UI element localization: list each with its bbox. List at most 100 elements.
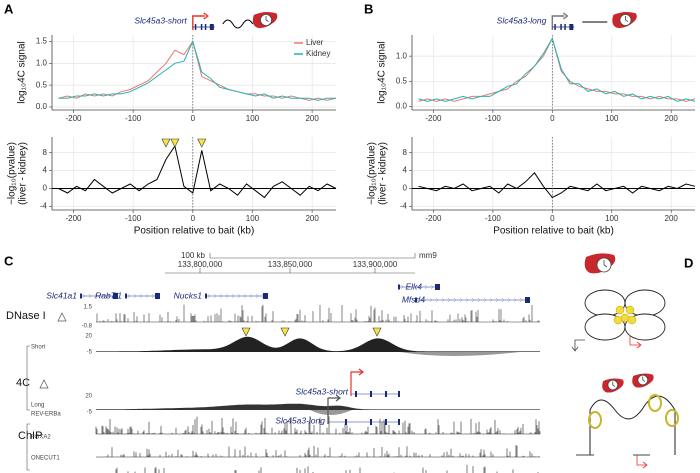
y-axis-label: (liver - kidney)	[18, 142, 29, 205]
gene-strand	[106, 293, 110, 299]
gene-arrow	[629, 335, 642, 349]
tss-arrowhead	[562, 12, 569, 20]
y-tick-label: 1.0	[396, 51, 408, 60]
y-tick-label: 0.5	[396, 76, 408, 85]
series-line	[58, 40, 336, 101]
dnase-signal	[96, 304, 540, 323]
exon	[209, 24, 214, 30]
exon	[385, 419, 387, 425]
factor-label: REV-ERBa	[31, 412, 61, 418]
gene-label: Nucks1	[174, 290, 203, 300]
gene-strand	[471, 297, 475, 303]
x-axis-label: Position relative to bait (kb)	[493, 226, 614, 237]
exon	[554, 24, 556, 30]
gene-label: Rab7l1	[95, 290, 122, 300]
peak-marker	[372, 327, 382, 337]
tf-ring	[648, 394, 662, 412]
x-tick-label: -100	[485, 214, 502, 223]
long-4c	[96, 403, 540, 410]
exon	[398, 284, 400, 290]
gene-strand	[465, 297, 469, 303]
gene-strand	[249, 293, 253, 299]
exon	[564, 24, 566, 30]
triangle-icon	[57, 312, 67, 322]
y-tick-label: -4	[400, 202, 408, 211]
chip-signal	[96, 445, 540, 458]
exon	[560, 24, 562, 30]
gene-strand	[430, 284, 434, 290]
gene-strand	[207, 293, 211, 299]
exon	[205, 293, 207, 299]
x-tick-label: 100	[605, 214, 619, 223]
gene-strand	[423, 297, 427, 303]
factor-label: FOXA2	[31, 435, 51, 441]
exon	[263, 293, 268, 299]
gene-strand	[501, 297, 505, 303]
y-tick-label: 0	[403, 184, 408, 193]
exon	[125, 293, 127, 299]
track-label: ChIP	[18, 430, 42, 442]
x-axis-label: Position relative to bait (kb)	[134, 226, 255, 237]
panel-label: D	[684, 255, 693, 270]
exon	[194, 24, 197, 30]
gene-strand	[418, 284, 422, 290]
tss-arrow	[192, 15, 205, 30]
long-4c-negative	[310, 410, 352, 415]
chip-signal	[115, 464, 539, 473]
exon	[155, 293, 160, 299]
exon	[398, 419, 400, 425]
x-tick-label: 0	[191, 114, 196, 123]
gene-strand	[237, 293, 241, 299]
x-tick-label: 0	[550, 114, 555, 123]
clock-hands	[265, 16, 269, 22]
exon	[355, 391, 357, 397]
x-tick-label: -200	[65, 114, 82, 123]
plot-bg	[412, 137, 695, 210]
y-tick-label: 0	[43, 184, 48, 193]
track-scale: -0.8	[82, 324, 93, 330]
short-4c	[96, 336, 540, 352]
gene-strand	[429, 297, 433, 303]
gene-strand	[151, 293, 155, 299]
clock-hands	[612, 381, 616, 387]
series-line	[58, 40, 337, 101]
gene-label: Mfsd4	[402, 294, 425, 304]
gene-strand	[477, 297, 481, 303]
y-axis-label: log₁₀4C signal	[377, 41, 388, 104]
gene-strand	[139, 293, 143, 299]
coordinate: 133,900,000	[353, 260, 398, 269]
y-tick-label: 1.0	[36, 58, 48, 67]
peak-marker	[161, 138, 171, 148]
y-tick-label: 8	[43, 148, 48, 157]
gene-strand	[88, 293, 92, 299]
gene-strand	[219, 293, 223, 299]
gene-strand	[225, 293, 229, 299]
panel-label: B	[364, 1, 373, 16]
gene-strand	[213, 293, 217, 299]
panel-label: C	[4, 253, 14, 268]
y-axis-label: log₁₀4C signal	[17, 41, 28, 104]
y-tick-label: 8	[403, 148, 408, 157]
track-label: DNase I	[6, 310, 46, 322]
chromatin-fiber	[589, 395, 676, 455]
exon	[370, 391, 372, 397]
gene-strand	[441, 297, 445, 303]
gene-strand	[435, 297, 439, 303]
gene-strand	[489, 297, 493, 303]
gene-label: Slc41a1	[46, 290, 77, 300]
tf-blob	[625, 305, 635, 315]
gene-strand	[82, 293, 86, 299]
group-bracket	[26, 345, 30, 411]
gene-arrow	[571, 339, 585, 352]
track-label: 4C	[16, 377, 30, 389]
gene-label: Elk4	[405, 281, 422, 291]
y-axis-label: −log₁₀(pvalue)	[367, 142, 378, 205]
gene-strand	[127, 293, 131, 299]
track-scale: -5	[87, 410, 93, 416]
x-tick-label: 100	[246, 214, 260, 223]
exon	[200, 24, 203, 30]
tss-arrow	[350, 368, 364, 396]
promoter-label: Slc45a3-short	[296, 386, 349, 396]
tf-blob	[615, 305, 625, 315]
